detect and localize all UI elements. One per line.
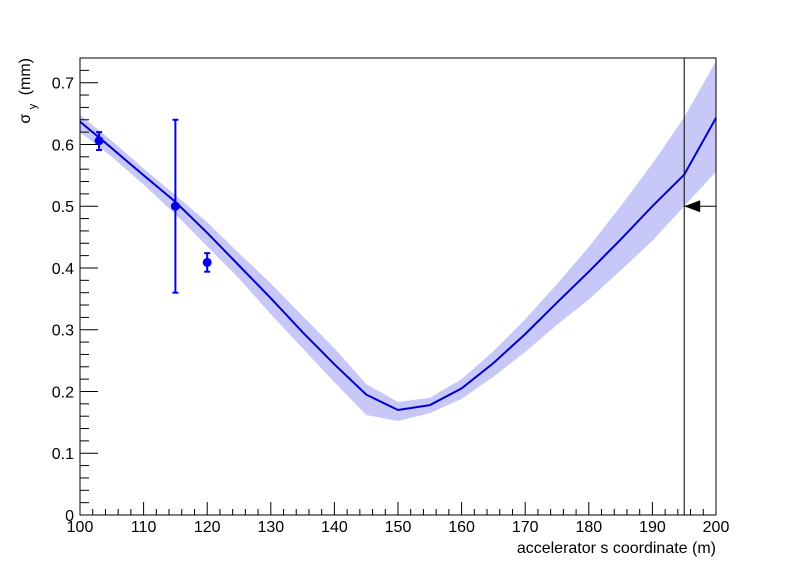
- y-tick-label: 0: [65, 508, 74, 525]
- x-tick-label: 160: [448, 519, 475, 536]
- x-tick-label: 130: [257, 519, 284, 536]
- data-point-2: [170, 201, 180, 211]
- y-tick-label: 0.5: [52, 199, 74, 216]
- x-tick-label: 110: [131, 519, 157, 536]
- x-tick-label: 140: [321, 519, 348, 536]
- marker-layer: [683, 58, 716, 515]
- fit-curve: [79, 117, 717, 412]
- axes-layer: 100 110 120 130 140 150 160 170 180 190 200 0 0.1 0.2…: [52, 57, 730, 536]
- x-tick-label: 100: [67, 519, 94, 536]
- x-tick-label: 170: [512, 519, 539, 536]
- y-axis-symbol: σ: [17, 114, 34, 124]
- data-points-layer: [94, 118, 212, 294]
- fit-curve-layer: [79, 117, 717, 412]
- x-tick-label: 120: [194, 519, 221, 536]
- confidence-band: [80, 61, 716, 422]
- data-point-3: [202, 257, 212, 267]
- y-tick-label: 0.7: [52, 76, 74, 93]
- x-tick-label: 200: [703, 519, 730, 536]
- confidence-band-layer: [80, 61, 716, 422]
- x-tick-label: 190: [639, 519, 666, 536]
- y-axis-unit: (mm): [17, 58, 34, 95]
- x-tick-label: 180: [575, 519, 602, 536]
- x-tick-label: 150: [385, 519, 412, 536]
- y-tick-label: 0.1: [52, 446, 74, 463]
- x-axis-title: accelerator s coordinate (m): [517, 540, 716, 557]
- y-tick-label: 0.4: [52, 261, 74, 278]
- y-axis-title: σ y (mm): [17, 58, 40, 124]
- y-axis-subscript: y: [27, 103, 39, 109]
- data-point-1: [94, 136, 104, 146]
- target-arrow-head: [684, 200, 701, 213]
- y-tick-label: 0.2: [52, 384, 74, 401]
- y-tick-label: 0.6: [52, 137, 74, 154]
- y-tick-label: 0.3: [52, 323, 74, 340]
